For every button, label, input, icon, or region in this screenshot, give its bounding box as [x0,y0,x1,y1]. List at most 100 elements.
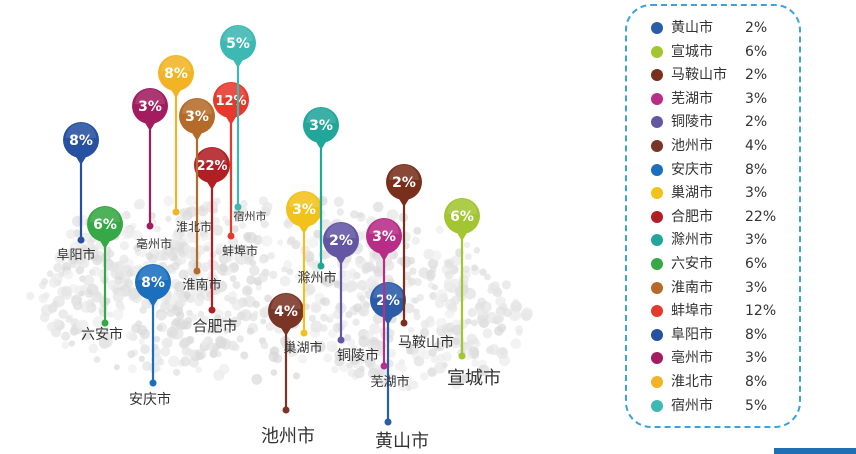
pin-city-label: 黄山市 [375,431,429,452]
map-dot [228,319,237,328]
map-dot [163,299,170,306]
map-dot [495,313,505,323]
legend-marker [651,210,663,223]
map-dot [336,208,344,216]
map-dot [293,372,300,380]
map-dot [186,267,194,274]
map-dot [166,308,175,318]
map-dot [311,303,321,313]
map-dot [326,340,338,353]
map-dot [201,315,209,324]
legend-item: 六安市 6% [627,254,803,274]
pin-head [132,88,168,124]
map-dot [113,364,120,371]
map-dot [112,287,120,295]
pin-highlight [271,294,301,309]
map-dot [239,221,246,229]
map-dot [231,298,244,311]
map-dot [353,368,362,378]
map-dot [261,235,273,247]
map-dot [43,292,50,299]
map-dot [174,281,186,293]
map-dot [88,244,98,255]
pin-city-label: 芜湖市 [370,374,409,390]
map-dot [121,227,134,239]
legend-city-name: 蚌埠市 [671,303,713,320]
map-dot [464,253,472,261]
map-dot [372,279,380,286]
map-dot [358,335,370,348]
legend-item: 淮南市 3% [627,278,803,298]
pin-base-dot [101,319,109,327]
map-dot [333,196,344,207]
map-dot [413,313,421,321]
pin-base-dot [380,362,388,370]
map-dot [346,362,353,369]
pin-head [87,206,123,242]
map-dot [177,255,187,265]
map-dot [467,307,477,318]
map-dot [195,219,208,232]
pin-city-label: 铜陵市 [337,347,379,364]
map-dot [468,346,480,357]
map-dot [353,303,362,313]
map-dot [194,283,202,291]
pin-highlight [135,89,165,104]
map-dot [377,366,389,378]
map-dot [209,350,218,358]
map-dot [512,298,519,306]
map-dot [384,274,393,284]
map-dot [349,353,361,365]
map-dot [336,303,344,311]
map-dot [426,269,436,280]
map-dot [462,265,471,273]
map-dot [70,241,80,252]
pin-6: 8% 安庆市 [129,264,171,408]
map-dot [461,374,468,381]
pin-head [366,218,402,254]
legend-item: 蚌埠市 12% [627,301,803,321]
legend-item: 安庆市 8% [627,160,803,180]
map-dot [154,225,161,233]
pin-highlight [373,283,403,298]
map-dot [470,319,478,327]
map-dot [162,337,173,348]
map-dot [279,275,291,287]
legend-marker [651,22,663,34]
map-dot [138,338,146,345]
map-dot [212,286,221,295]
map-dot [338,269,347,278]
pin-highlight [90,207,120,222]
map-dot [513,311,522,320]
pin-value-label: 3% [372,229,396,245]
map-dot [215,243,225,252]
map-dot [340,320,348,328]
map-dot [466,333,478,345]
map-dot [261,205,268,213]
map-dot [40,278,49,286]
pin-value-label: 3% [292,202,316,218]
map-dot [361,262,373,274]
map-dot [427,258,439,269]
map-dot [215,335,226,346]
legend-city-name: 黄山市 [671,20,713,36]
pin-base-dot [172,208,180,216]
map-dot [217,322,224,330]
pin-base-dot [234,203,242,211]
map-dot [236,335,244,343]
map-dot [474,340,481,347]
pins-group: 2% 黄山市 6% 宣城市 2% 马鞍山市 3% 芜湖市 2% 铜陵市 4% 池州市 8% 安庆市 3% 巢湖… [56,25,501,452]
pin-highlight [369,219,399,234]
map-dot [207,342,216,351]
pin-city-label: 蚌埠市 [222,243,258,258]
map-dot [435,225,444,234]
map-dot [168,239,180,250]
map-dot [170,247,178,255]
map-dot [334,356,344,367]
pin-14: 3% 亳州市 [132,88,172,251]
map-dot [484,273,491,281]
map-dot [171,232,181,241]
pin-value-label: 8% [69,133,93,149]
map-dot [249,259,257,267]
map-dot [48,277,60,288]
